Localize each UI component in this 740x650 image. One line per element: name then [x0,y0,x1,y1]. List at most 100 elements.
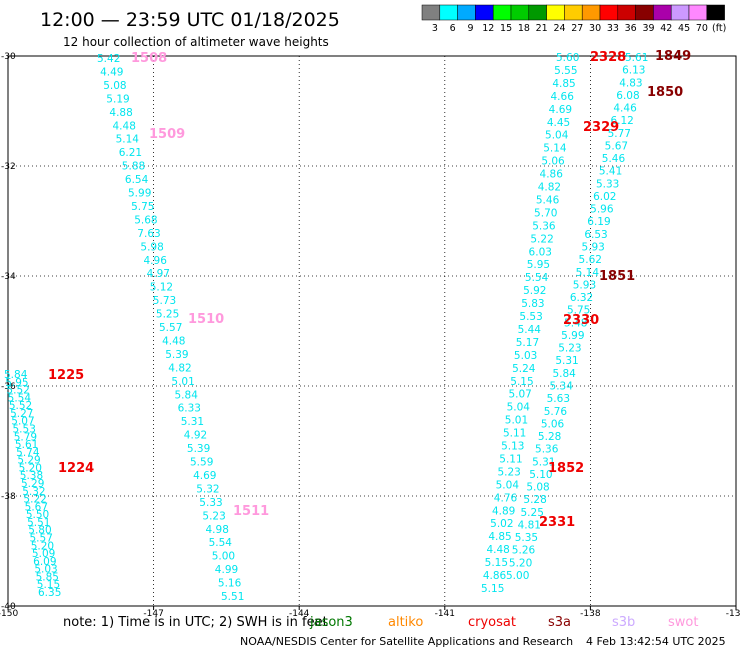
legend-swatch [546,4,565,21]
east-track-a: 5.605.554.854.664.694.455.045.145.064.86… [481,52,579,595]
pass-time-label: 1509 [149,127,185,142]
wave-height-label: 5.04 [545,130,569,142]
wave-height-label: 5.75 [131,201,154,213]
pass-time-label: 2329 [583,120,619,135]
satellite-cryosat-label: cryosat [468,615,516,630]
wave-height-label: 5.34 [550,380,574,392]
wave-height-label: 5.32 [196,483,219,495]
wave-height-label: 5.27 [10,408,33,420]
wave-height-label: 4.69 [549,104,572,116]
wave-height-label: 5.31 [555,355,578,367]
wave-height-label: 4.83 [619,77,642,89]
wave-height-label: 4.49 [100,66,123,78]
longitude-label: -141 [435,609,455,619]
wave-height-label: 4.99 [215,564,238,576]
wave-height-label: 5.14 [576,267,600,279]
wave-height-label: 5.95 [527,259,550,271]
legend-label: 18 [518,23,530,34]
wave-height-label: 5.11 [503,428,526,440]
pass-time-label: 1850 [647,85,683,100]
wave-height-label: 5.19 [106,93,129,105]
wave-height-label: 5.51 [221,591,244,603]
wave-height-label: 5.74 [16,447,40,459]
wave-height-label: 5.04 [507,402,531,414]
pass-time-label: 1849 [655,49,691,64]
wave-height-label: 5.61 [15,439,38,451]
lat-lon-grid: -150 -147 -144 -141 -138 -135 -30 -32 -34 -36 -38 -… [0,52,740,619]
wave-height-label: 5.96 [590,204,614,216]
pass-time-label: 1225 [48,368,84,383]
wave-height-label: 5.03 [34,564,57,576]
legend-label: 15 [500,23,512,34]
pass-time-label: 1852 [548,461,584,476]
legend-label: 12 [482,23,494,34]
legend-swatch [528,4,547,21]
legend-label: 27 [571,23,583,34]
legend-label: 33 [607,23,619,34]
legend-swatch [564,4,583,21]
pass-time-label: 1511 [233,504,269,519]
east-track-b: 5.616.134.836.084.466.125.775.675.465.41… [506,52,648,582]
credit-line: NOAA/NESDIS Center for Satellite Applica… [240,635,573,648]
legend-label: 9 [467,23,473,34]
wave-height-label: 5.57 [30,533,53,545]
legend-swatch [421,4,441,21]
legend-swatch [670,4,690,21]
latitude-label: -32 [1,162,16,172]
wave-height-label: 5.88 [122,161,145,173]
wave-height-label: 4.85 [552,78,575,90]
wave-height-label: 5.01 [505,415,528,427]
wave-height-label: 5.00 [212,551,235,563]
wave-height-label: 5.04 [496,479,520,491]
wave-height-label: 5.23 [497,466,520,478]
wave-height-label: 6.13 [622,65,645,77]
wave-height-label: 5.46 [602,153,626,165]
wave-height-label: 5.08 [103,80,126,92]
wave-height-label: 6.35 [38,587,61,599]
wave-height-label: 5.15 [37,579,60,591]
wave-height-label: 5.93 [573,279,596,291]
wave-height-label: 6.19 [587,216,610,228]
wave-height-label: 5.79 [14,431,37,443]
legend-swatch [457,4,476,21]
wave-height-label: 4.81 [518,519,541,531]
footer-note: note: 1) Time is in UTC; 2) SWH is in fe… [63,615,328,630]
legend-swatch [635,4,654,21]
wave-height-label: 6.54 [125,174,149,186]
wave-height-label: 5.84 [4,369,28,381]
wave-height-label: 5.28 [523,494,546,506]
longitude-label: -144 [289,609,310,619]
wave-height-label: 5.61 [625,52,648,64]
wave-height-label: 5.39 [165,349,188,361]
wave-height-label: 4.48 [113,120,136,132]
wave-height-label: 5.22 [530,233,553,245]
wave-height-label: 5.93 [581,242,604,254]
wave-height-label: 5.06 [541,418,565,430]
wave-height-label: 5.02 [490,518,513,530]
wave-height-label: 5.13 [501,441,524,453]
wave-height-label: 5.54 [8,392,32,404]
longitude-label: -138 [580,609,601,619]
wave-height-label: 5.07 [508,389,531,401]
wave-height-label: 5.28 [538,431,561,443]
wave-height-label: 4.92 [184,430,207,442]
wave-height-label: 5.52 [9,400,32,412]
wave-height-label: 5.75 [567,305,590,317]
wave-height-label: 5.00 [506,570,529,582]
wave-height-label: 5.33 [199,497,222,509]
wave-height-label: 5.84 [175,389,199,401]
wave-height-label: 7.63 [137,228,160,240]
legend-swatch [475,4,494,21]
satellite-s3a-label: s3a [548,615,571,630]
wave-height-label: 5.29 [21,478,44,490]
pass-time-label: 1851 [599,269,635,284]
wave-height-label: 5.20 [509,557,532,569]
legend-swatch [510,4,530,21]
wave-height-label: 5.68 [134,214,157,226]
wave-height-label: 5.26 [512,545,536,557]
wave-height-label: 6.02 [593,191,616,203]
legend-swatch [581,4,601,21]
wave-height-label: 4.88 [109,107,132,119]
wave-height-label: 5.62 [579,254,602,266]
